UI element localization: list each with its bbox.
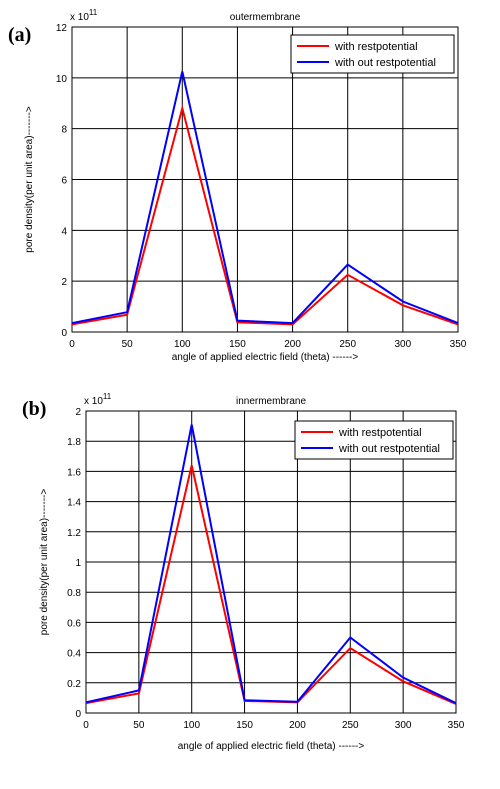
x-tick-label: 350 <box>448 720 465 731</box>
y-tick-label: 8 <box>61 125 67 136</box>
legend-entry: with out restpotential <box>338 443 440 455</box>
chart-panel-a: (a) 0 50 100 150 200 250 300 350 0 2 4 6 8 10 12 x 1011… <box>0 0 500 392</box>
line-chart-outermembrane: 0 50 100 150 200 250 300 350 0 2 4 6 8 10 12x 1011 oute… <box>24 8 467 363</box>
plot-border <box>85 410 457 714</box>
legend-box <box>290 34 455 74</box>
y-tick-label: 2 <box>75 407 81 418</box>
series-line-with-restpotential <box>71 104 459 326</box>
y-tick-label: 0 <box>61 328 67 339</box>
y-tick-label: 6 <box>61 176 67 187</box>
x-tick-label: 50 <box>133 720 145 731</box>
chart-panel-b: (b) 0 50 100 150 200 250 300 350 0 0.2 0.4 0.6 0.8 1 1… <box>0 392 500 784</box>
y-axis-multiplier: x 1011 <box>84 392 112 407</box>
y-tick-label: 1.6 <box>67 467 81 478</box>
y-tick-label: 2 <box>61 277 67 288</box>
line-chart-innermembrane: 0 50 100 150 200 250 300 350 0 0.2 0.4 0.6 0.8 1 1.2 1.… <box>39 392 465 752</box>
chart-title: innermembrane <box>236 396 306 407</box>
x-tick-label: 250 <box>342 720 359 731</box>
x-axis-label: angle of applied electric field (theta) … <box>178 741 365 752</box>
x-tick-label: 150 <box>229 339 246 350</box>
y-tick-label: 1.8 <box>67 437 81 448</box>
legend-entry: with out restpotential <box>334 57 436 69</box>
x-tick-label: 250 <box>339 339 356 350</box>
y-tick-label: 0.4 <box>67 649 81 660</box>
x-tick-label: 300 <box>395 720 412 731</box>
x-tick-label: 150 <box>236 720 253 731</box>
y-tick-label: 4 <box>61 226 67 237</box>
y-tick-label: 0.2 <box>67 679 81 690</box>
plot-border <box>71 26 459 333</box>
panel-label-a: (a) <box>8 24 32 46</box>
y-axis-label: pore density(per unit area)-------> <box>39 489 50 636</box>
x-tick-label: 200 <box>284 339 301 350</box>
y-tick-label: 0 <box>75 709 81 720</box>
y-axis-multiplier: x 1011 <box>70 8 98 23</box>
y-axis-exponent: 11 <box>89 8 98 17</box>
x-tick-label: 200 <box>289 720 306 731</box>
y-tick-label: 1.4 <box>67 498 81 509</box>
legend-entry: with restpotential <box>338 427 422 439</box>
y-axis-exponent: 11 <box>103 392 112 401</box>
series-line-without-restpotential <box>85 424 457 705</box>
chart-title: outermembrane <box>230 12 301 23</box>
x-tick-label: 100 <box>174 339 191 350</box>
y-tick-label: 1 <box>75 558 81 569</box>
y-tick-label: 0.6 <box>67 618 81 629</box>
x-tick-label: 0 <box>69 339 75 350</box>
legend-entry: with restpotential <box>334 41 418 53</box>
y-tick-label: 12 <box>56 23 68 34</box>
x-tick-label: 300 <box>395 339 412 350</box>
series-line-without-restpotential <box>71 71 459 325</box>
x-tick-label: 350 <box>450 339 467 350</box>
legend-box <box>294 420 454 460</box>
y-tick-label: 10 <box>56 74 68 85</box>
x-tick-label: 50 <box>122 339 134 350</box>
y-tick-label: 0.8 <box>67 588 81 599</box>
x-axis-label: angle of applied electric field (theta) … <box>172 352 359 363</box>
y-axis-label: pore density(per unit area)-------> <box>24 106 35 253</box>
x-tick-label: 100 <box>183 720 200 731</box>
y-tick-label: 1.2 <box>67 528 81 539</box>
x-tick-label: 0 <box>83 720 89 731</box>
panel-label-b: (b) <box>22 398 47 420</box>
